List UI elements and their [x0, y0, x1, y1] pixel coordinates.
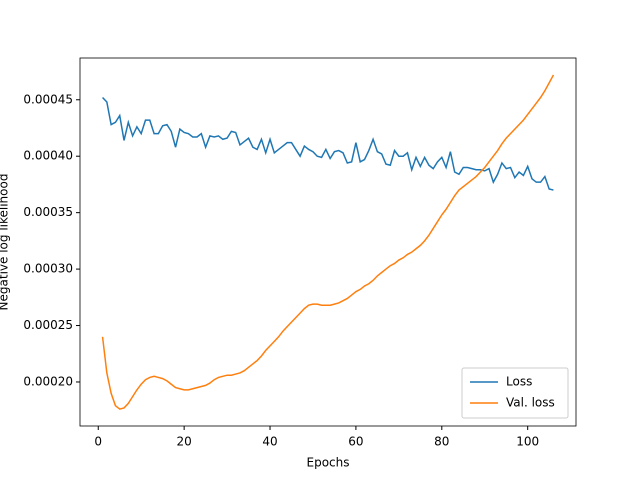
series-line	[102, 96, 554, 191]
y-tick-label: 0.00025	[23, 318, 73, 332]
x-tick-label: 60	[348, 435, 363, 449]
y-tick-label: 0.00040	[23, 149, 73, 163]
legend-label: Loss	[506, 375, 532, 389]
series-line	[101, 74, 555, 410]
y-tick-label: 0.00035	[23, 205, 73, 219]
y-axis-label: Negative log likelihood	[0, 174, 11, 311]
x-tick-label: 20	[176, 435, 191, 449]
y-tick-label: 0.00045	[23, 92, 73, 106]
legend-label: Val. loss	[506, 396, 555, 410]
x-tick-label: 0	[94, 435, 102, 449]
plot-frame	[79, 57, 577, 427]
x-axis-label: Epochs	[307, 456, 350, 470]
x-tick-label: 100	[516, 435, 539, 449]
x-tick-label: 40	[262, 435, 277, 449]
y-tick-label: 0.00030	[23, 262, 73, 276]
y-tick-label: 0.00020	[23, 374, 73, 388]
x-tick-label: 80	[434, 435, 449, 449]
legend-box	[461, 367, 569, 419]
